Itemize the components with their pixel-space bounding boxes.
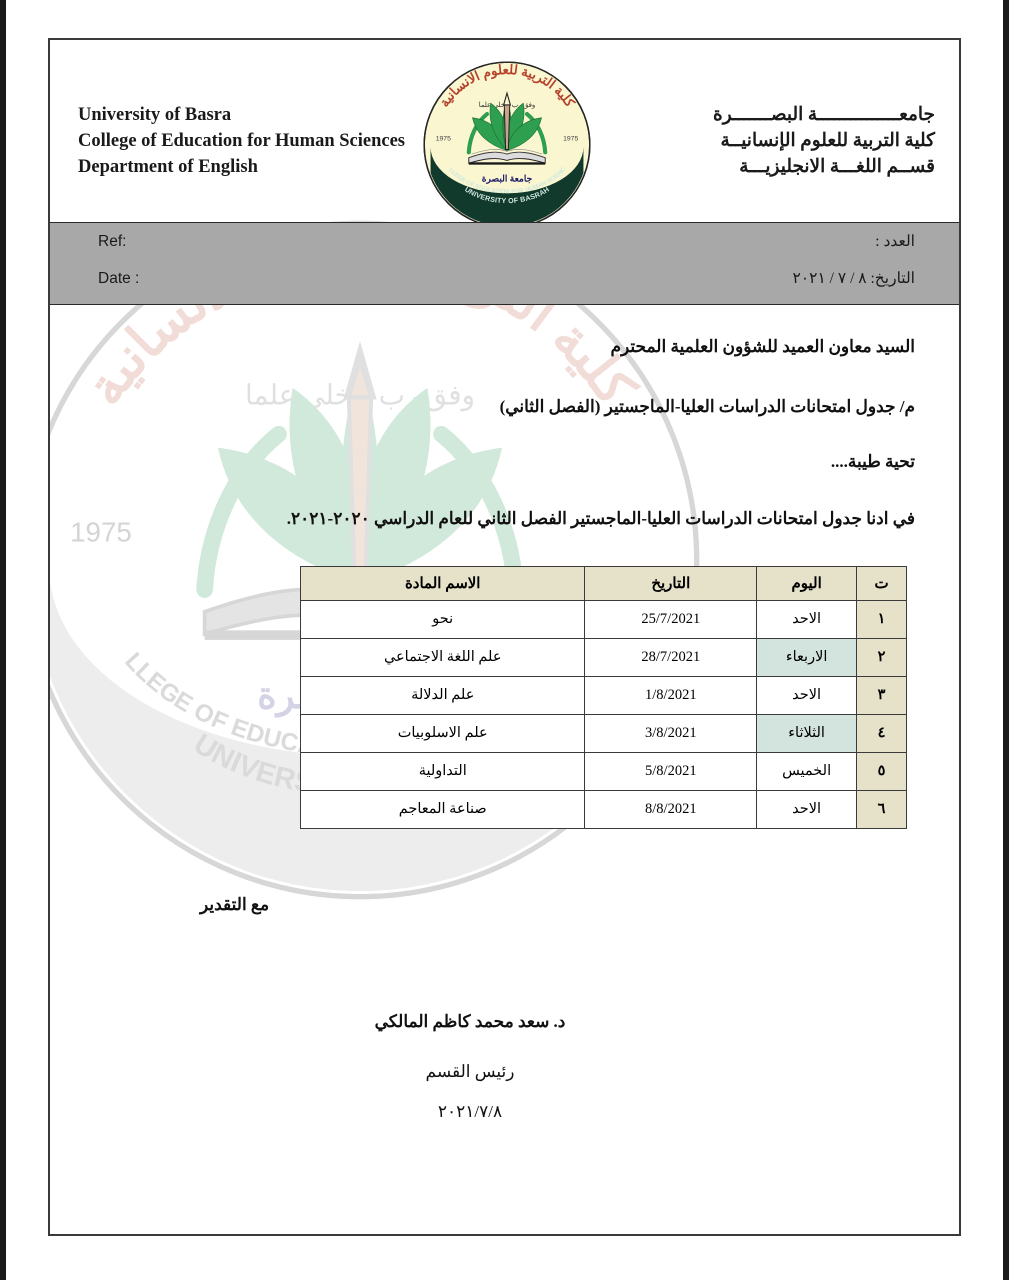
svg-text:1975: 1975 bbox=[563, 135, 578, 142]
svg-text:جامعة البصرة: جامعة البصرة bbox=[482, 173, 533, 184]
svg-text:1975: 1975 bbox=[436, 135, 451, 142]
